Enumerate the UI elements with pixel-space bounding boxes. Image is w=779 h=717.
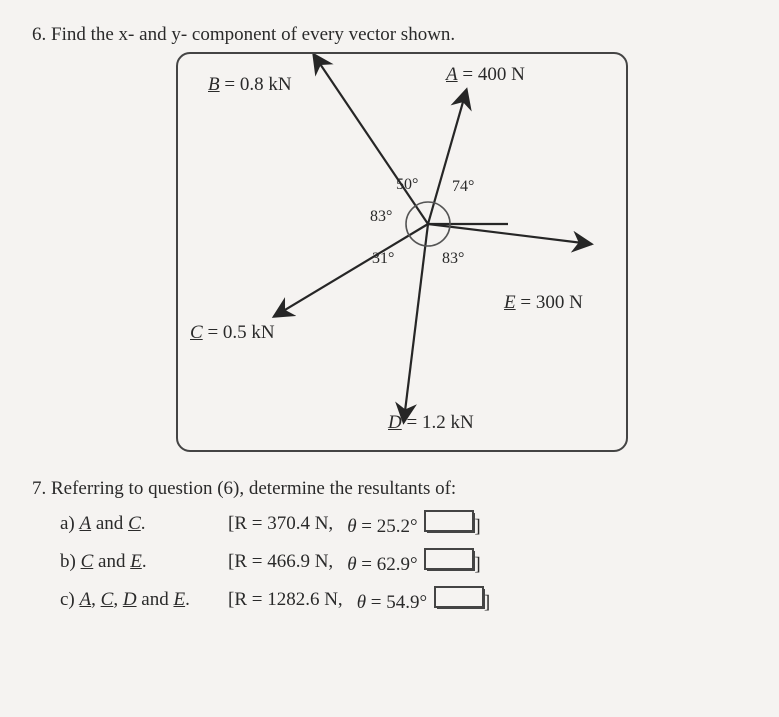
q7-c-right: [R = 1282.6 N, θ = 54.9° ] xyxy=(228,586,490,614)
question-6: 6. Find the x- and y- component of every… xyxy=(32,24,747,452)
q7-number: 7. xyxy=(32,478,46,499)
vector-diagram: A = 400 N B = 0.8 kN C = 0.5 kN D = 1.2 … xyxy=(176,52,628,452)
q7-a-right: [R = 370.4 N, θ = 25.2° ] xyxy=(228,510,481,538)
q7-item-c: c) A, C, D and E. [R = 1282.6 N, θ = 54.… xyxy=(60,586,747,614)
vector-svg xyxy=(178,54,626,450)
vector-E-label: E = 300 N xyxy=(504,292,583,314)
answer-box[interactable] xyxy=(424,548,474,570)
angle-31: 31° xyxy=(372,250,394,268)
q7-c-left: c) A, C, D and E. xyxy=(60,589,228,611)
vector-C-label: C = 0.5 kN xyxy=(190,322,275,344)
q6-text: 6. Find the x- and y- component of every… xyxy=(32,24,747,46)
angle-83-top: 83° xyxy=(370,208,392,226)
q7-item-a: a) A and C. [R = 370.4 N, θ = 25.2° ] xyxy=(60,510,747,538)
q7-prompt: Referring to question (6), determine the… xyxy=(51,478,456,499)
angle-74: 74° xyxy=(452,178,474,196)
angle-50: 50° xyxy=(396,176,418,194)
answer-box[interactable] xyxy=(434,586,484,608)
q7-item-b: b) C and E. [R = 466.9 N, θ = 62.9° ] xyxy=(60,548,747,576)
q6-number: 6. xyxy=(32,24,46,45)
q7-b-right: [R = 466.9 N, θ = 62.9° ] xyxy=(228,548,481,576)
vector-A-label: A = 400 N xyxy=(446,64,525,86)
vector-D-label: D = 1.2 kN xyxy=(388,412,474,434)
q6-prompt: Find the x- and y- component of every ve… xyxy=(51,24,455,45)
vector-B-label: B = 0.8 kN xyxy=(208,74,292,96)
q7-a-left: a) A and C. xyxy=(60,513,228,535)
answer-box[interactable] xyxy=(424,510,474,532)
question-7: 7. Referring to question (6), determine … xyxy=(32,478,747,614)
q7-b-left: b) C and E. xyxy=(60,551,228,573)
angle-83-bot: 83° xyxy=(442,250,464,268)
